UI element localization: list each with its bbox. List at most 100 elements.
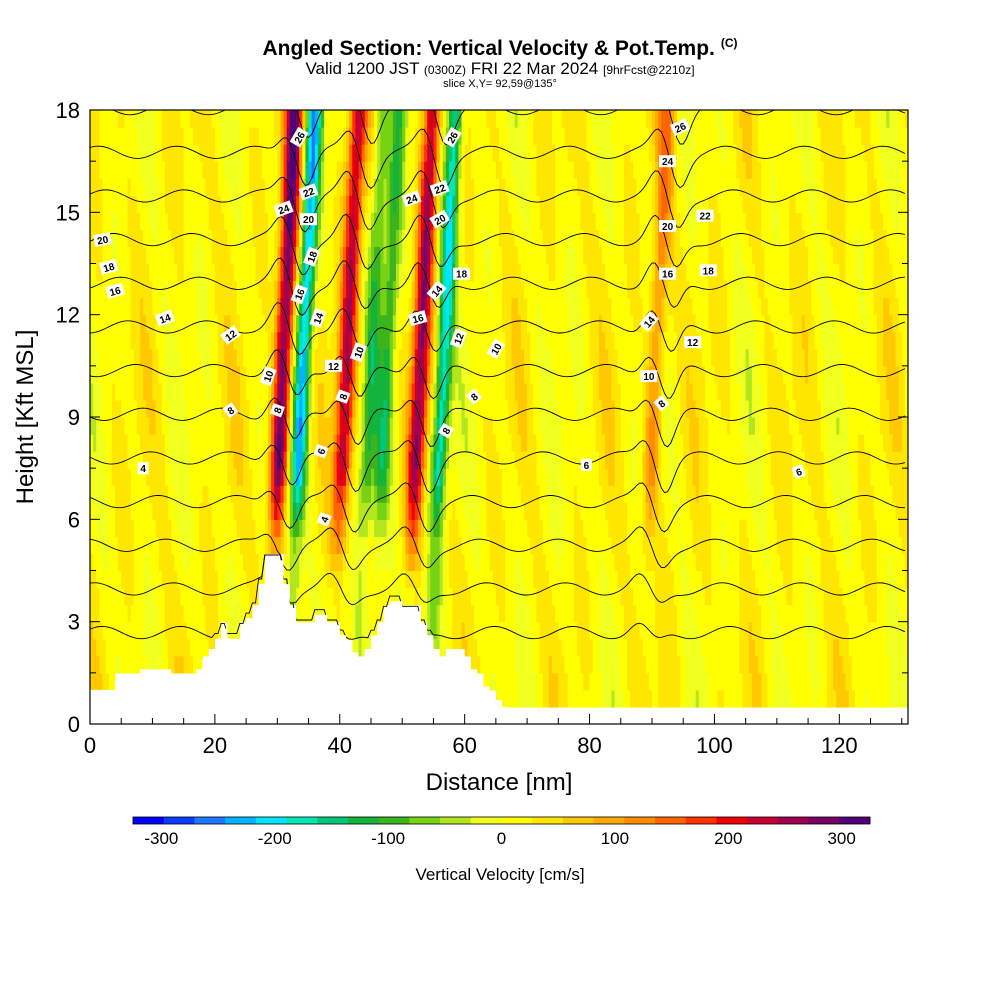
velocity-cell — [143, 348, 147, 367]
velocity-cell — [105, 314, 110, 333]
velocity-cell — [211, 229, 216, 248]
velocity-cell — [317, 604, 322, 623]
velocity-cell — [111, 365, 116, 384]
velocity-cell — [536, 468, 541, 486]
velocity-cell — [308, 399, 313, 418]
velocity-cell — [439, 365, 444, 384]
velocity-cell — [502, 110, 506, 128]
velocity-cell — [252, 297, 257, 316]
velocity-cell — [93, 587, 97, 606]
velocity-cell — [449, 519, 453, 537]
velocity-cell — [392, 570, 397, 589]
velocity-cell — [486, 263, 491, 282]
velocity-cell — [208, 144, 213, 162]
velocity-cell — [242, 280, 247, 299]
velocity-cell — [218, 110, 222, 128]
velocity-cell — [352, 399, 356, 418]
velocity-cell — [168, 246, 172, 265]
velocity-cell — [314, 468, 319, 486]
velocity-cell — [102, 178, 107, 196]
velocity-cell — [208, 127, 213, 145]
velocity-cell — [555, 570, 559, 589]
velocity-cell — [286, 536, 291, 555]
velocity-cell — [221, 485, 225, 503]
velocity-cell — [146, 434, 150, 452]
velocity-cell — [492, 553, 497, 572]
velocity-cell — [349, 536, 353, 555]
velocity-cell — [208, 263, 213, 282]
velocity-cell — [90, 570, 94, 589]
velocity-cell — [442, 314, 447, 333]
velocity-cell — [405, 502, 410, 520]
velocity-cell — [558, 263, 563, 282]
velocity-cell — [174, 604, 179, 623]
velocity-cell — [495, 689, 500, 708]
velocity-cell — [386, 519, 391, 537]
velocity-cell — [230, 229, 235, 248]
velocity-cell — [461, 587, 466, 606]
velocity-cell — [277, 212, 282, 230]
velocity-cell — [96, 382, 100, 401]
velocity-cell — [548, 519, 553, 537]
velocity-cell — [302, 110, 307, 128]
velocity-cell — [214, 468, 219, 486]
velocity-cell — [224, 195, 228, 213]
velocity-cell — [180, 638, 185, 657]
velocity-cell — [505, 417, 509, 435]
velocity-cell — [483, 382, 488, 401]
velocity-cell — [139, 297, 144, 316]
velocity-cell — [111, 144, 116, 162]
velocity-cell — [370, 229, 375, 248]
velocity-cell — [427, 502, 431, 520]
velocity-cell — [552, 263, 556, 282]
velocity-cell — [327, 212, 332, 230]
velocity-cell — [133, 127, 138, 145]
velocity-cell — [452, 246, 456, 265]
velocity-cell — [264, 110, 269, 128]
velocity-cell — [274, 451, 278, 469]
velocity-cell — [505, 280, 509, 299]
velocity-cell — [324, 451, 328, 469]
velocity-cell — [420, 161, 425, 179]
velocity-cell — [183, 178, 188, 196]
velocity-cell — [264, 297, 269, 316]
velocity-cell — [161, 655, 166, 674]
velocity-cell — [533, 638, 538, 657]
velocity-cell — [370, 110, 375, 128]
velocity-cell — [414, 365, 419, 384]
velocity-cell — [280, 178, 285, 196]
velocity-cell — [118, 553, 122, 572]
velocity-cell — [236, 229, 241, 248]
velocity-cell — [214, 314, 219, 333]
velocity-cell — [449, 348, 453, 367]
velocity-cell — [558, 297, 563, 316]
velocity-cell — [308, 485, 313, 503]
velocity-cell — [108, 553, 113, 572]
velocity-cell — [499, 587, 503, 606]
velocity-cell — [430, 621, 435, 640]
velocity-cell — [193, 365, 197, 384]
velocity-cell — [242, 212, 247, 230]
velocity-cell — [364, 519, 369, 537]
velocity-cell — [523, 689, 528, 708]
velocity-cell — [183, 110, 188, 128]
velocity-cell — [239, 553, 244, 572]
velocity-cell — [374, 161, 378, 179]
velocity-cell — [189, 246, 194, 265]
velocity-cell — [233, 314, 238, 333]
velocity-cell — [149, 229, 154, 248]
velocity-cell — [186, 110, 191, 128]
velocity-cell — [171, 485, 175, 503]
velocity-cell — [164, 502, 169, 520]
velocity-cell — [520, 178, 525, 196]
velocity-cell — [405, 587, 410, 606]
velocity-cell — [420, 144, 425, 162]
velocity-cell — [380, 485, 385, 503]
valid-time: Valid 1200 JST — [305, 59, 420, 78]
velocity-cell — [152, 348, 157, 367]
velocity-cell — [133, 144, 138, 162]
velocity-cell — [136, 519, 141, 537]
velocity-cell — [93, 212, 97, 230]
velocity-cell — [171, 297, 175, 316]
velocity-cell — [542, 144, 547, 162]
